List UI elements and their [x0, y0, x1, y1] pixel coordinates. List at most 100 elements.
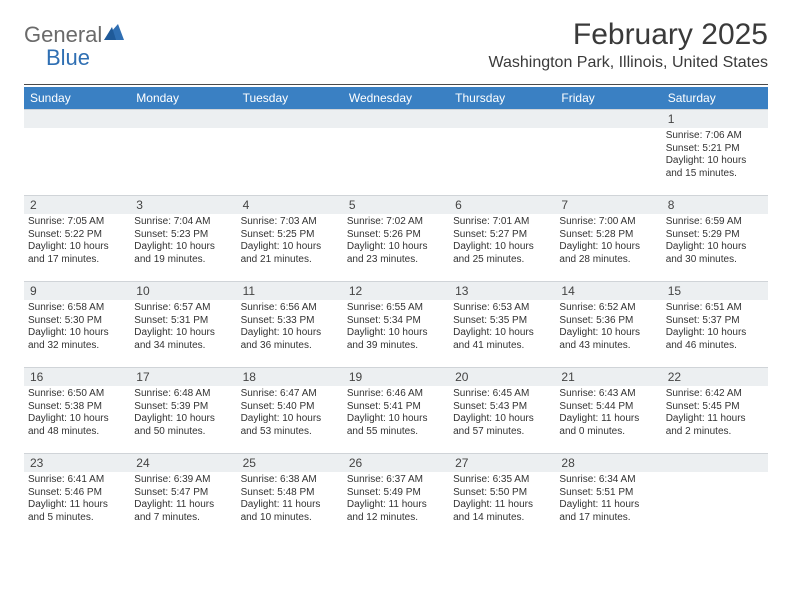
calendar-cell: 15Sunrise: 6:51 AMSunset: 5:37 PMDayligh…	[662, 281, 768, 367]
calendar-cell: 12Sunrise: 6:55 AMSunset: 5:34 PMDayligh…	[343, 281, 449, 367]
title-block: February 2025 Washington Park, Illinois,…	[488, 18, 768, 78]
day-number: 14	[555, 281, 661, 300]
weekday-header: Monday	[130, 87, 236, 109]
logo-word-2: Blue	[24, 45, 90, 70]
day-number: 18	[237, 367, 343, 386]
day-number: 23	[24, 453, 130, 472]
day-details: Sunrise: 6:43 AMSunset: 5:44 PMDaylight:…	[555, 386, 661, 440]
day-number: 12	[343, 281, 449, 300]
day-details: Sunrise: 6:39 AMSunset: 5:47 PMDaylight:…	[130, 472, 236, 526]
day-details: Sunrise: 6:56 AMSunset: 5:33 PMDaylight:…	[237, 300, 343, 354]
calendar-cell: 8Sunrise: 6:59 AMSunset: 5:29 PMDaylight…	[662, 195, 768, 281]
calendar-body: 1Sunrise: 7:06 AMSunset: 5:21 PMDaylight…	[24, 109, 768, 539]
calendar-cell: 2Sunrise: 7:05 AMSunset: 5:22 PMDaylight…	[24, 195, 130, 281]
weekday-header: Saturday	[662, 87, 768, 109]
logo-word-1: General	[24, 22, 102, 47]
day-number: 20	[449, 367, 555, 386]
day-number: 10	[130, 281, 236, 300]
day-details: Sunrise: 7:03 AMSunset: 5:25 PMDaylight:…	[237, 214, 343, 268]
day-details: Sunrise: 6:53 AMSunset: 5:35 PMDaylight:…	[449, 300, 555, 354]
calendar-cell	[130, 109, 236, 195]
day-number: 1	[662, 109, 768, 128]
day-number: 13	[449, 281, 555, 300]
day-details: Sunrise: 6:35 AMSunset: 5:50 PMDaylight:…	[449, 472, 555, 526]
calendar-cell: 5Sunrise: 7:02 AMSunset: 5:26 PMDaylight…	[343, 195, 449, 281]
day-details: Sunrise: 6:47 AMSunset: 5:40 PMDaylight:…	[237, 386, 343, 440]
calendar-cell: 21Sunrise: 6:43 AMSunset: 5:44 PMDayligh…	[555, 367, 661, 453]
weekday-header: Friday	[555, 87, 661, 109]
calendar-cell: 6Sunrise: 7:01 AMSunset: 5:27 PMDaylight…	[449, 195, 555, 281]
day-number: 5	[343, 195, 449, 214]
day-details: Sunrise: 6:37 AMSunset: 5:49 PMDaylight:…	[343, 472, 449, 526]
day-number: 2	[24, 195, 130, 214]
calendar-cell	[237, 109, 343, 195]
calendar-cell: 23Sunrise: 6:41 AMSunset: 5:46 PMDayligh…	[24, 453, 130, 539]
header-rule	[24, 84, 768, 85]
day-number	[343, 109, 449, 128]
weekday-header: Tuesday	[237, 87, 343, 109]
calendar-week-row: 9Sunrise: 6:58 AMSunset: 5:30 PMDaylight…	[24, 281, 768, 367]
day-details: Sunrise: 7:02 AMSunset: 5:26 PMDaylight:…	[343, 214, 449, 268]
day-details	[555, 128, 661, 132]
day-number: 28	[555, 453, 661, 472]
day-details: Sunrise: 6:48 AMSunset: 5:39 PMDaylight:…	[130, 386, 236, 440]
day-number	[130, 109, 236, 128]
calendar-cell: 28Sunrise: 6:34 AMSunset: 5:51 PMDayligh…	[555, 453, 661, 539]
day-details: Sunrise: 6:58 AMSunset: 5:30 PMDaylight:…	[24, 300, 130, 354]
calendar-cell	[343, 109, 449, 195]
day-details: Sunrise: 7:04 AMSunset: 5:23 PMDaylight:…	[130, 214, 236, 268]
day-number: 26	[343, 453, 449, 472]
location-line: Washington Park, Illinois, United States	[488, 54, 768, 72]
page-title: February 2025	[488, 18, 768, 52]
day-number: 8	[662, 195, 768, 214]
day-details: Sunrise: 7:06 AMSunset: 5:21 PMDaylight:…	[662, 128, 768, 182]
calendar-cell	[662, 453, 768, 539]
day-number	[24, 109, 130, 128]
calendar-cell: 18Sunrise: 6:47 AMSunset: 5:40 PMDayligh…	[237, 367, 343, 453]
day-details: Sunrise: 6:45 AMSunset: 5:43 PMDaylight:…	[449, 386, 555, 440]
day-number: 21	[555, 367, 661, 386]
day-number	[555, 109, 661, 128]
day-details: Sunrise: 7:05 AMSunset: 5:22 PMDaylight:…	[24, 214, 130, 268]
day-details: Sunrise: 6:46 AMSunset: 5:41 PMDaylight:…	[343, 386, 449, 440]
calendar-cell: 19Sunrise: 6:46 AMSunset: 5:41 PMDayligh…	[343, 367, 449, 453]
day-details: Sunrise: 7:00 AMSunset: 5:28 PMDaylight:…	[555, 214, 661, 268]
day-details: Sunrise: 6:59 AMSunset: 5:29 PMDaylight:…	[662, 214, 768, 268]
day-details: Sunrise: 6:57 AMSunset: 5:31 PMDaylight:…	[130, 300, 236, 354]
calendar-cell: 1Sunrise: 7:06 AMSunset: 5:21 PMDaylight…	[662, 109, 768, 195]
day-details	[662, 472, 768, 476]
weekday-header: Thursday	[449, 87, 555, 109]
day-details: Sunrise: 6:34 AMSunset: 5:51 PMDaylight:…	[555, 472, 661, 526]
calendar-cell: 25Sunrise: 6:38 AMSunset: 5:48 PMDayligh…	[237, 453, 343, 539]
day-details	[449, 128, 555, 132]
calendar-thead: SundayMondayTuesdayWednesdayThursdayFrid…	[24, 87, 768, 109]
day-number: 4	[237, 195, 343, 214]
day-number	[237, 109, 343, 128]
logo-text: General Blue	[24, 24, 124, 70]
day-number: 11	[237, 281, 343, 300]
calendar-cell: 24Sunrise: 6:39 AMSunset: 5:47 PMDayligh…	[130, 453, 236, 539]
day-number: 19	[343, 367, 449, 386]
header-row: General Blue February 2025 Washington Pa…	[24, 18, 768, 78]
calendar-cell: 17Sunrise: 6:48 AMSunset: 5:39 PMDayligh…	[130, 367, 236, 453]
day-number	[662, 453, 768, 472]
day-details: Sunrise: 6:38 AMSunset: 5:48 PMDaylight:…	[237, 472, 343, 526]
calendar-cell: 16Sunrise: 6:50 AMSunset: 5:38 PMDayligh…	[24, 367, 130, 453]
day-details	[24, 128, 130, 132]
day-details: Sunrise: 6:55 AMSunset: 5:34 PMDaylight:…	[343, 300, 449, 354]
day-number: 27	[449, 453, 555, 472]
weekday-header: Sunday	[24, 87, 130, 109]
day-details: Sunrise: 6:51 AMSunset: 5:37 PMDaylight:…	[662, 300, 768, 354]
calendar-cell	[555, 109, 661, 195]
logo: General Blue	[24, 18, 124, 70]
calendar-cell: 13Sunrise: 6:53 AMSunset: 5:35 PMDayligh…	[449, 281, 555, 367]
weekday-row: SundayMondayTuesdayWednesdayThursdayFrid…	[24, 87, 768, 109]
calendar-cell: 9Sunrise: 6:58 AMSunset: 5:30 PMDaylight…	[24, 281, 130, 367]
day-number: 17	[130, 367, 236, 386]
calendar-cell	[24, 109, 130, 195]
day-number: 22	[662, 367, 768, 386]
calendar-week-row: 1Sunrise: 7:06 AMSunset: 5:21 PMDaylight…	[24, 109, 768, 195]
day-number: 7	[555, 195, 661, 214]
calendar-cell: 11Sunrise: 6:56 AMSunset: 5:33 PMDayligh…	[237, 281, 343, 367]
calendar-cell: 4Sunrise: 7:03 AMSunset: 5:25 PMDaylight…	[237, 195, 343, 281]
